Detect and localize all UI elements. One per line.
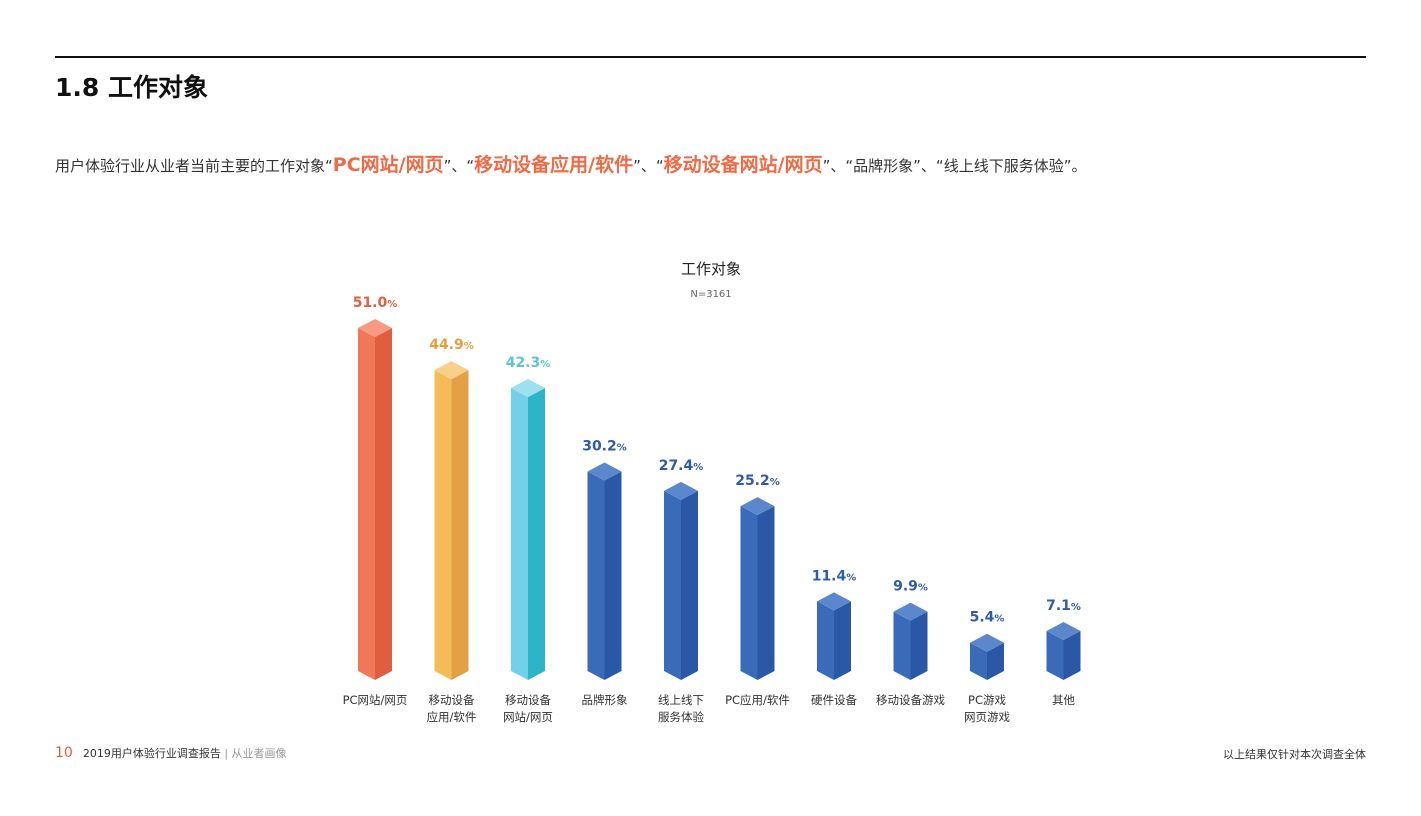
bar-side: [834, 601, 851, 680]
bar-side: [375, 328, 392, 680]
category-label: PC网站/网页: [343, 693, 408, 707]
bar-side: [757, 506, 775, 680]
data-label: 27.4%: [659, 458, 704, 474]
bar-top: [817, 592, 851, 611]
footer-left: 10 2019用户体验行业调查报告 | 从业者画像: [55, 745, 287, 761]
bar-top: [358, 319, 392, 337]
bar-front: [434, 370, 452, 680]
category-label: 网页游戏: [964, 710, 1010, 724]
bar-front: [664, 490, 681, 680]
bar-front: [511, 388, 528, 680]
bar-top: [434, 361, 469, 380]
quote: ”、“: [633, 157, 664, 175]
highlight-2: 移动设备应用/软件: [474, 154, 634, 176]
bar-top: [511, 379, 545, 398]
highlight-1: PC网站/网页: [332, 154, 444, 176]
chart-subtitle: N=3161: [690, 289, 731, 300]
separator: |: [220, 747, 232, 760]
data-label: 7.1%: [1046, 598, 1081, 614]
report-name: 2019用户体验行业调查报告: [82, 747, 221, 760]
bar-front: [893, 611, 911, 680]
data-label: 30.2%: [582, 439, 627, 455]
bar-side: [910, 611, 928, 680]
category-label: PC游戏: [968, 693, 1006, 707]
category-label: 应用/软件: [427, 710, 477, 724]
bar-side: [604, 471, 622, 680]
highlight-3: 移动设备网站/网页: [663, 154, 823, 176]
category-label: 线上线下: [658, 693, 704, 707]
section-name: 从业者画像: [231, 747, 287, 760]
footer-note: 以上结果仅针对本次调查全体: [1223, 748, 1366, 761]
data-label: 42.3%: [506, 355, 551, 371]
bar-front: [970, 642, 987, 680]
bar-top: [587, 462, 622, 481]
top-rule: [55, 56, 1366, 58]
bar-front: [740, 506, 758, 680]
bar-front: [358, 328, 375, 680]
bar-side: [1063, 630, 1081, 680]
bar-top: [1046, 621, 1081, 640]
bar-top: [970, 633, 1004, 652]
page-title: 1.8 工作对象: [55, 73, 208, 102]
bar-top: [740, 497, 775, 516]
data-label: 44.9%: [429, 337, 474, 353]
category-label: 其他: [1052, 693, 1075, 707]
bar-front: [587, 471, 605, 680]
quote: “: [325, 157, 333, 175]
bar-top: [664, 481, 698, 500]
chart-title: 工作对象: [681, 260, 741, 278]
intro-text: 用户体验行业从业者当前主要的工作对象“PC网站/网页”、“移动设备应用/软件”、…: [55, 150, 1086, 177]
category-label: 移动设备: [429, 693, 475, 707]
intro-prefix: 用户体验行业从业者当前主要的工作对象: [55, 157, 326, 175]
data-label: 25.2%: [735, 473, 780, 489]
category-label: PC应用/软件: [725, 693, 790, 707]
data-label: 11.4%: [812, 568, 857, 584]
bar-top: [893, 602, 928, 621]
bar-side: [528, 388, 545, 680]
data-label: 9.9%: [893, 579, 928, 595]
quote: ”、“: [443, 157, 475, 175]
bar-front: [817, 601, 834, 680]
category-label: 移动设备游戏: [876, 693, 945, 707]
bar-side: [987, 642, 1004, 680]
data-label: 51.0%: [353, 295, 398, 311]
category-label: 硬件设备: [811, 693, 857, 707]
data-label: 5.4%: [970, 610, 1005, 626]
bar-side: [451, 370, 469, 680]
intro-suffix: ”、“品牌形象”、“线上线下服务体验”。: [822, 157, 1087, 175]
category-label: 网站/网页: [503, 710, 553, 724]
category-label: 服务体验: [658, 710, 704, 724]
category-label: 移动设备: [505, 693, 551, 707]
page-number: 10: [55, 745, 73, 761]
bar-front: [1046, 630, 1064, 680]
category-label: 品牌形象: [582, 693, 628, 707]
bar-side: [681, 490, 698, 680]
